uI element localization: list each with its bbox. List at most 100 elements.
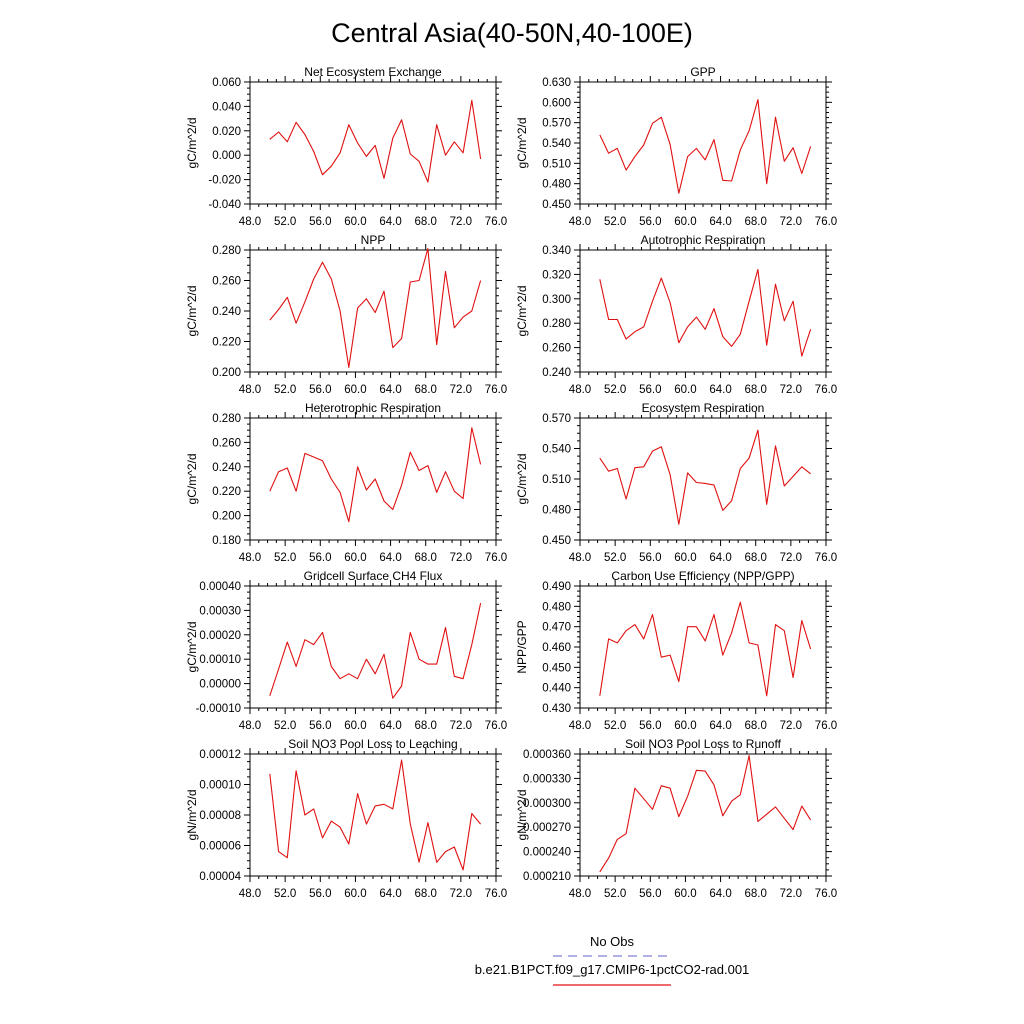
y-tick-label: 0.540: [542, 444, 571, 456]
y-tick-label: 0.340: [542, 245, 571, 257]
y-tick-label: -0.040: [208, 199, 241, 211]
y-tick-label: 0.000300: [523, 798, 571, 810]
y-tick-label: 0.00010: [199, 780, 241, 792]
panel-title: GPP: [690, 65, 715, 79]
x-tick-label: 64.0: [709, 720, 731, 732]
x-tick-label: 52.0: [274, 720, 296, 732]
chart-panel: Gridcell Surface CH4 Flux gC/m^2/d -0.0001…: [185, 569, 507, 732]
y-tick-label: 0.200: [212, 367, 241, 379]
chart-panel: Soil NO3 Pool Loss to RunoffgN/m^2/d0.00…: [515, 737, 837, 900]
panel-title: Soil NO3 Pool Loss to Leaching: [288, 737, 457, 751]
panel-title: Autotrophic Respiration: [641, 233, 766, 247]
y-tick-label: 0.280: [212, 413, 241, 425]
x-tick-label: 52.0: [274, 384, 296, 396]
x-tick-label: 60.0: [344, 888, 366, 900]
x-tick-label: 68.0: [415, 888, 437, 900]
y-axis-label: gC/m^2/d: [185, 454, 199, 505]
x-tick-label: 56.0: [309, 216, 331, 228]
y-tick-label: 0.440: [542, 683, 571, 695]
y-tick-label: 0.00004: [199, 871, 241, 883]
y-tick-label: 0.450: [542, 535, 571, 547]
x-tick-label: 60.0: [674, 216, 696, 228]
chart-panel: GPP gC/m^2/d 0.450 0.480 0.510 0.540 0.570 0.60…: [515, 65, 837, 228]
y-tick-label: 0.470: [542, 622, 571, 634]
x-tick-label: 56.0: [639, 216, 661, 228]
x-tick-label: 76.0: [815, 384, 837, 396]
x-tick-label: 52.0: [604, 216, 626, 228]
y-tick-label: 0.320: [542, 269, 571, 281]
y-tick-label: 0.00030: [199, 605, 241, 617]
y-tick-label: 0.220: [212, 486, 241, 498]
x-tick-label: 56.0: [309, 384, 331, 396]
y-axis-label: gC/m^2/d: [185, 622, 199, 673]
x-tick-label: 60.0: [674, 720, 696, 732]
x-tick-label: 76.0: [815, 216, 837, 228]
y-axis-label: gC/m^2/d: [515, 118, 529, 169]
panel-title: Carbon Use Efficiency (NPP/GPP): [611, 569, 794, 583]
panel-title: Ecosystem Respiration: [642, 401, 765, 415]
y-tick-label: 0.430: [542, 703, 571, 715]
y-tick-label: 0.040: [212, 101, 241, 113]
y-tick-label: 0.260: [212, 276, 241, 288]
x-tick-label: 56.0: [639, 720, 661, 732]
series-line: [269, 427, 482, 523]
x-tick-label: 60.0: [674, 384, 696, 396]
series-line: [269, 247, 482, 368]
chart-panel: Ecosystem Respiration gC/m^2/d 0.450 0.480 0…: [515, 401, 837, 564]
x-tick-label: 64.0: [379, 888, 401, 900]
x-tick-label: 68.0: [745, 720, 767, 732]
x-tick-label: 60.0: [344, 720, 366, 732]
x-tick-label: 48.0: [239, 216, 261, 228]
y-tick-label: 0.300: [542, 294, 571, 306]
x-tick-label: 48.0: [569, 720, 591, 732]
x-tick-label: 68.0: [745, 384, 767, 396]
x-tick-label: 64.0: [379, 384, 401, 396]
series-line: [599, 755, 812, 873]
x-tick-label: 76.0: [485, 552, 507, 564]
x-tick-label: 52.0: [604, 384, 626, 396]
x-tick-label: 72.0: [780, 384, 802, 396]
x-tick-label: 64.0: [379, 216, 401, 228]
y-tick-label: 0.510: [542, 158, 571, 170]
y-tick-label: 0.000210: [523, 871, 571, 883]
y-tick-label: 0.510: [542, 474, 571, 486]
x-tick-label: 76.0: [815, 552, 837, 564]
y-tick-label: 0.000240: [523, 847, 571, 859]
legend-obs-label: No Obs: [590, 934, 635, 949]
x-tick-label: 48.0: [569, 888, 591, 900]
x-tick-label: 52.0: [274, 552, 296, 564]
x-tick-label: 68.0: [415, 720, 437, 732]
chart-panel: Carbon Use Efficiency (NPP/GPP) NPP/GPP 0.…: [515, 569, 837, 732]
y-axis-label: gC/m^2/d: [515, 286, 529, 337]
x-tick-label: 76.0: [815, 888, 837, 900]
panel-title: Net Ecosystem Exchange: [304, 65, 442, 79]
x-tick-label: 48.0: [569, 384, 591, 396]
y-tick-label: 0.220: [212, 337, 241, 349]
x-tick-label: 76.0: [815, 720, 837, 732]
y-tick-label: 0.490: [542, 581, 571, 593]
x-tick-label: 52.0: [604, 720, 626, 732]
x-tick-label: 64.0: [379, 720, 401, 732]
y-tick-label: 0.180: [212, 535, 241, 547]
y-tick-label: 0.060: [212, 77, 241, 89]
y-tick-label: 0.240: [212, 306, 241, 318]
y-tick-label: -0.00010: [196, 703, 241, 715]
y-tick-label: 0.280: [542, 318, 571, 330]
y-tick-label: 0.00012: [199, 749, 241, 761]
x-tick-label: 68.0: [745, 552, 767, 564]
y-tick-label: 0.480: [542, 505, 571, 517]
x-tick-label: 72.0: [450, 216, 472, 228]
x-tick-label: 76.0: [485, 720, 507, 732]
y-tick-label: 0.260: [542, 343, 571, 355]
panel-grid: Net Ecosystem Exchange gC/m^2/d -0.040 -0.0…: [185, 65, 837, 900]
panel-title: Gridcell Surface CH4 Flux: [304, 569, 443, 583]
x-tick-label: 48.0: [239, 552, 261, 564]
y-tick-label: 0.260: [212, 437, 241, 449]
x-tick-label: 72.0: [780, 720, 802, 732]
y-tick-label: 0.240: [212, 462, 241, 474]
x-tick-label: 56.0: [309, 888, 331, 900]
x-tick-label: 60.0: [674, 552, 696, 564]
y-tick-label: 0.540: [542, 138, 571, 150]
